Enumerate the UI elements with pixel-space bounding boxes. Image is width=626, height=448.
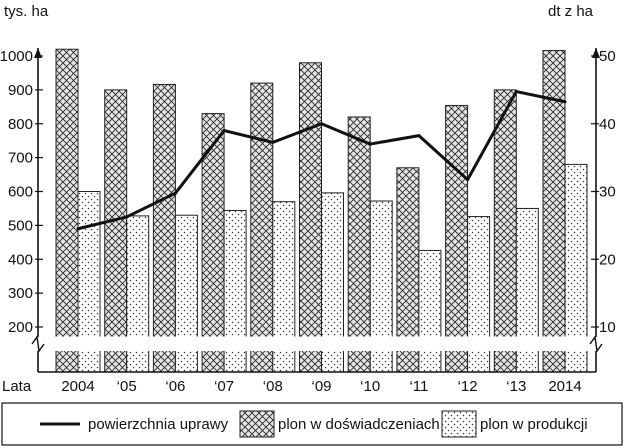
right-tick-label: 40	[599, 116, 616, 133]
left-tick-label: 900	[8, 82, 33, 99]
line-point-powierzchnia-uprawy	[417, 134, 421, 138]
x-tick-label: 2014	[548, 378, 581, 395]
x-tick-label: ‘06	[165, 378, 185, 395]
bar-plon-w-doswiadczeniach	[250, 82, 274, 373]
left-tick-label: 400	[8, 251, 33, 268]
bar-plon-w-doswiadczeniach	[152, 83, 176, 373]
left-tick-label: 1000	[0, 48, 33, 65]
x-tick-label: ‘10	[360, 378, 380, 395]
bar-plon-w-doswiadczeniach	[347, 116, 371, 373]
legend-swatch-plon-w-produkcji	[441, 410, 477, 438]
x-tick-label: ‘08	[263, 378, 283, 395]
legend-swatch-plon-w-doswiadczeniach	[239, 410, 275, 438]
bar-plon-w-doswiadczeniach	[55, 48, 79, 373]
left-axis-break	[31, 335, 45, 353]
line-point-powierzchnia-uprawy	[563, 100, 567, 104]
x-tick-label: 2004	[61, 378, 94, 395]
legend-box	[1, 402, 623, 446]
x-tick-label: ‘12	[458, 378, 478, 395]
bar-plon-w-doswiadczeniach	[493, 89, 517, 373]
line-layer	[76, 90, 567, 231]
right-axis-unit: dt z ha	[548, 3, 594, 20]
legend-box-group: powierzchnia uprawy plon w doświadczeniac…	[1, 402, 623, 446]
labels-layer: 200 300 400 500 600 700 800 900 1000 10 20 30 40 50 ty…	[0, 3, 616, 395]
left-tick-label: 800	[8, 116, 33, 133]
left-tick-label: 700	[8, 150, 33, 167]
line-point-powierzchnia-uprawy	[76, 227, 80, 231]
x-tick-label: ‘05	[117, 378, 137, 395]
left-tick-label: 300	[8, 285, 33, 302]
right-tick-label: 20	[599, 251, 616, 268]
x-axis-label: Lata	[2, 378, 32, 395]
axis-break-band	[0, 337, 626, 351]
x-tick-label: ‘07	[214, 378, 234, 395]
line-point-powierzchnia-uprawy	[368, 142, 372, 146]
right-tick-label: 30	[599, 184, 616, 201]
bar-plon-w-doswiadczeniach	[104, 89, 128, 373]
left-tick-label: 500	[8, 217, 33, 234]
legend-label-plon-w-doswiadczeniach: plon w doświadczeniach	[278, 416, 440, 433]
legend-label-plon-w-produkcji: plon w produkcji	[480, 416, 588, 433]
left-tick-label: 600	[8, 184, 33, 201]
right-axis-break	[589, 335, 603, 353]
line-point-powierzchnia-uprawy	[222, 129, 226, 133]
bars-layer	[55, 48, 588, 373]
axes-layer	[31, 48, 603, 373]
left-tick-label: 200	[8, 319, 33, 336]
right-tick-label: 10	[599, 319, 616, 336]
right-tick-label: 50	[599, 48, 616, 65]
line-point-powierzchnia-uprawy	[125, 215, 129, 219]
line-point-powierzchnia-uprawy	[173, 191, 177, 195]
line-point-powierzchnia-uprawy	[514, 90, 518, 94]
bar-plon-w-doswiadczeniach	[299, 62, 322, 373]
legend-label-powierzchnia-uprawy: powierzchnia uprawy	[88, 416, 229, 433]
x-tick-label: ‘13	[506, 378, 526, 395]
line-point-powierzchnia-uprawy	[466, 178, 470, 182]
left-axis-unit: tys. ha	[4, 3, 49, 20]
legend: powierzchnia uprawy plon w doświadczeniac…	[1, 402, 623, 446]
x-tick-label: ‘09	[311, 378, 331, 395]
axis-break-layer	[0, 336, 626, 351]
bar-plon-w-produkcji	[418, 249, 442, 373]
bar-plon-w-doswiadczeniach	[445, 104, 469, 373]
x-tick-label: ‘11	[409, 378, 428, 395]
line-point-powierzchnia-uprawy	[271, 140, 275, 144]
line-point-powierzchnia-uprawy	[320, 122, 323, 126]
